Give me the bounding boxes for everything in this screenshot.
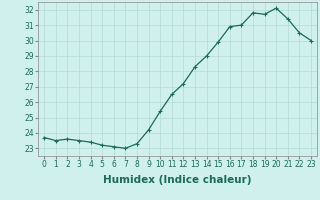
- X-axis label: Humidex (Indice chaleur): Humidex (Indice chaleur): [103, 175, 252, 185]
